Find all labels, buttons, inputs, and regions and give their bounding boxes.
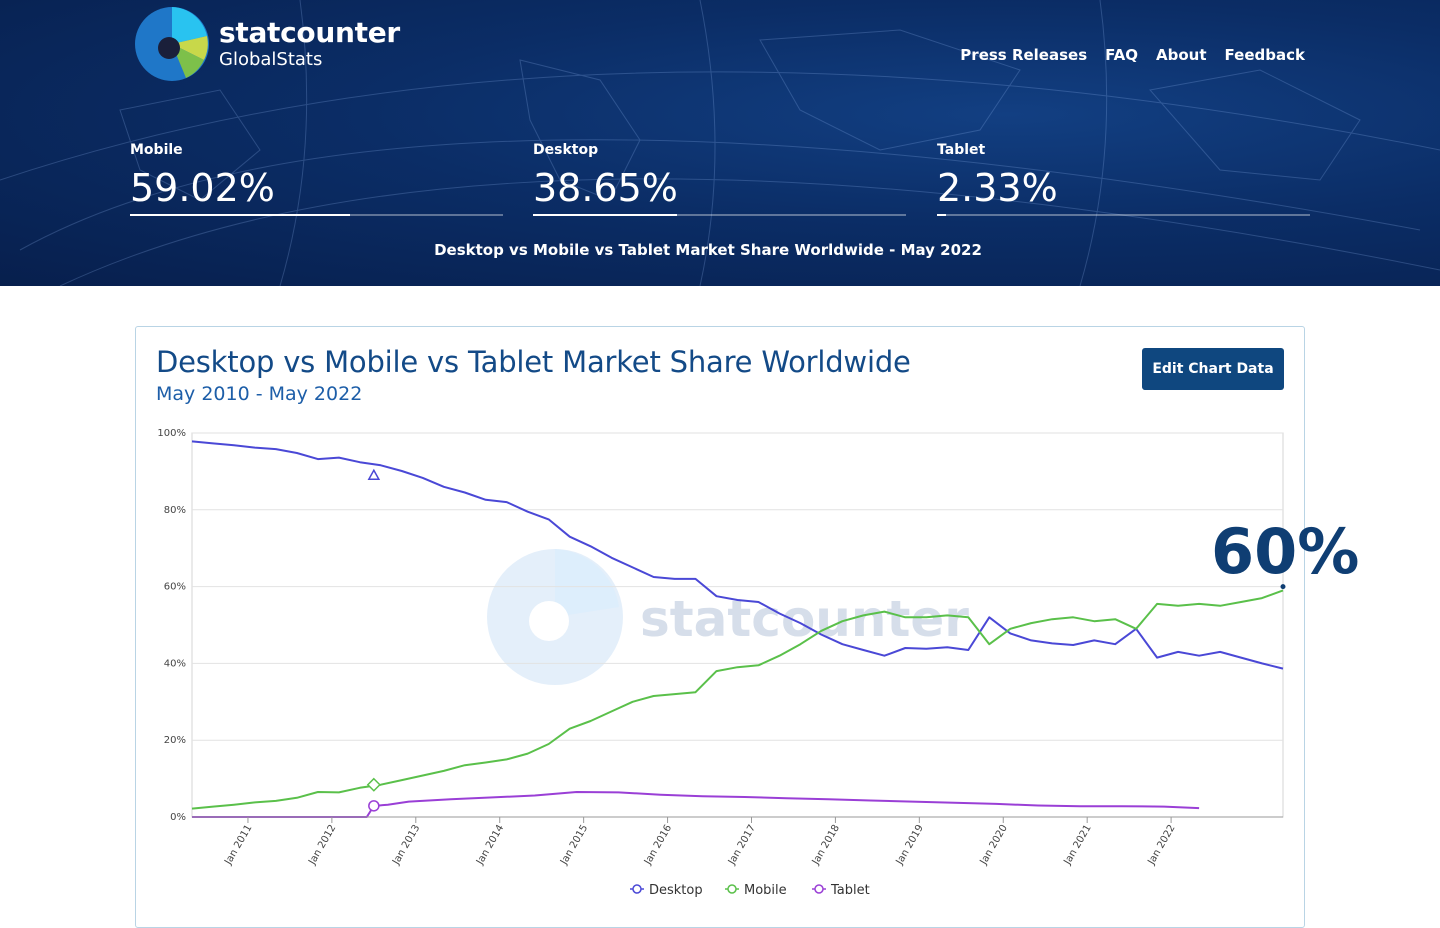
x-tick-label: Jan 2017 — [726, 823, 758, 868]
nav-about[interactable]: About — [1156, 46, 1207, 64]
x-tick-label: Jan 2014 — [474, 823, 506, 868]
nav-feedback[interactable]: Feedback — [1224, 46, 1305, 64]
statcounter-watermark: statcounter — [487, 549, 969, 685]
line-chart[interactable]: statcounter 0% 20% 40% 60% 80% 100% Jan 2011 Ja… — [0, 0, 1440, 900]
stat-progress-bar — [937, 214, 1310, 216]
series-line-desktop[interactable] — [191, 440, 1284, 670]
stat-label: Mobile — [130, 142, 183, 158]
chart-card: Desktop vs Mobile vs Tablet Market Share… — [135, 326, 1305, 928]
stat-progress-fill — [130, 214, 351, 216]
stat-progress-fill — [533, 214, 678, 216]
y-tick-label: 20% — [164, 735, 186, 746]
x-tick-label: Jan 2019 — [894, 823, 926, 868]
y-tick-label: 80% — [164, 505, 186, 516]
stat-progress-bar — [533, 214, 906, 216]
legend-marker-icon — [727, 884, 737, 894]
stat-progress-bar — [130, 214, 503, 216]
x-tick-label: Jan 2020 — [978, 823, 1010, 868]
top-navigation: Press Releases FAQ About Feedback — [960, 46, 1305, 64]
series-line-tablet[interactable] — [192, 791, 1200, 818]
nav-faq[interactable]: FAQ — [1105, 46, 1139, 64]
legend-marker-icon — [632, 884, 642, 894]
stat-label: Desktop — [533, 142, 599, 158]
brand-subtitle: GlobalStats — [219, 49, 323, 70]
watermark-logo-slice — [555, 549, 619, 617]
chart-legend[interactable]: Desktop Mobile Tablet — [630, 883, 870, 898]
legend-item-desktop[interactable]: Desktop — [649, 883, 703, 898]
tablet-marker[interactable] — [368, 800, 380, 812]
y-tick-label: 0% — [170, 812, 186, 823]
stat-value: 59.02% — [130, 166, 275, 210]
chart-title: Desktop vs Mobile vs Tablet Market Share… — [156, 345, 911, 379]
brand-name[interactable]: statcounter — [219, 16, 400, 49]
hover-value-label: 60% — [1211, 515, 1359, 588]
desktop-marker[interactable] — [367, 468, 381, 481]
hero-subtitle: Desktop vs Mobile vs Tablet Market Share… — [434, 241, 982, 259]
watermark-logo-hole — [529, 601, 569, 641]
stat-value: 38.65% — [533, 166, 678, 210]
x-tick-label: Jan 2018 — [810, 823, 842, 868]
legend-item-tablet[interactable]: Tablet — [830, 883, 870, 898]
stat-label: Tablet — [937, 142, 986, 158]
statcounter-logo-icon[interactable] — [134, 6, 210, 82]
x-tick-label: Jan 2011 — [222, 823, 254, 868]
world-map-background — [0, 0, 1440, 286]
legend-item-mobile[interactable]: Mobile — [744, 883, 787, 898]
stat-tablet: Tablet 2.33% — [937, 142, 1310, 216]
edit-chart-data-button[interactable]: Edit Chart Data — [1142, 348, 1284, 390]
y-tick-label: 40% — [164, 658, 186, 669]
watermark-text: statcounter — [640, 590, 969, 648]
hero-header: statcounter GlobalStats Press Releases F… — [0, 0, 1440, 286]
chart-series[interactable] — [191, 440, 1286, 818]
chart-grid — [191, 432, 1284, 818]
hover-dot[interactable] — [1280, 584, 1286, 590]
stat-value: 2.33% — [937, 166, 1058, 210]
x-tick-label: Jan 2013 — [390, 823, 422, 868]
plot-frame — [191, 432, 1284, 818]
x-tick-label: Jan 2015 — [558, 823, 590, 868]
x-tick-label: Jan 2021 — [1062, 823, 1094, 868]
stat-desktop: Desktop 38.65% — [533, 142, 906, 216]
x-tick-label: Jan 2016 — [642, 823, 674, 868]
legend-marker-icon — [814, 884, 824, 894]
nav-press-releases[interactable]: Press Releases — [960, 46, 1088, 64]
x-tick-label: Jan 2012 — [306, 823, 338, 868]
x-tick-label: Jan 2022 — [1146, 823, 1178, 868]
y-tick-label: 60% — [164, 582, 186, 593]
stat-progress-fill — [937, 214, 946, 216]
stat-mobile: Mobile 59.02% — [130, 142, 503, 216]
mobile-marker[interactable] — [366, 777, 381, 792]
y-tick-label: 100% — [157, 428, 186, 439]
chart-date-range: May 2010 - May 2022 — [156, 383, 363, 405]
